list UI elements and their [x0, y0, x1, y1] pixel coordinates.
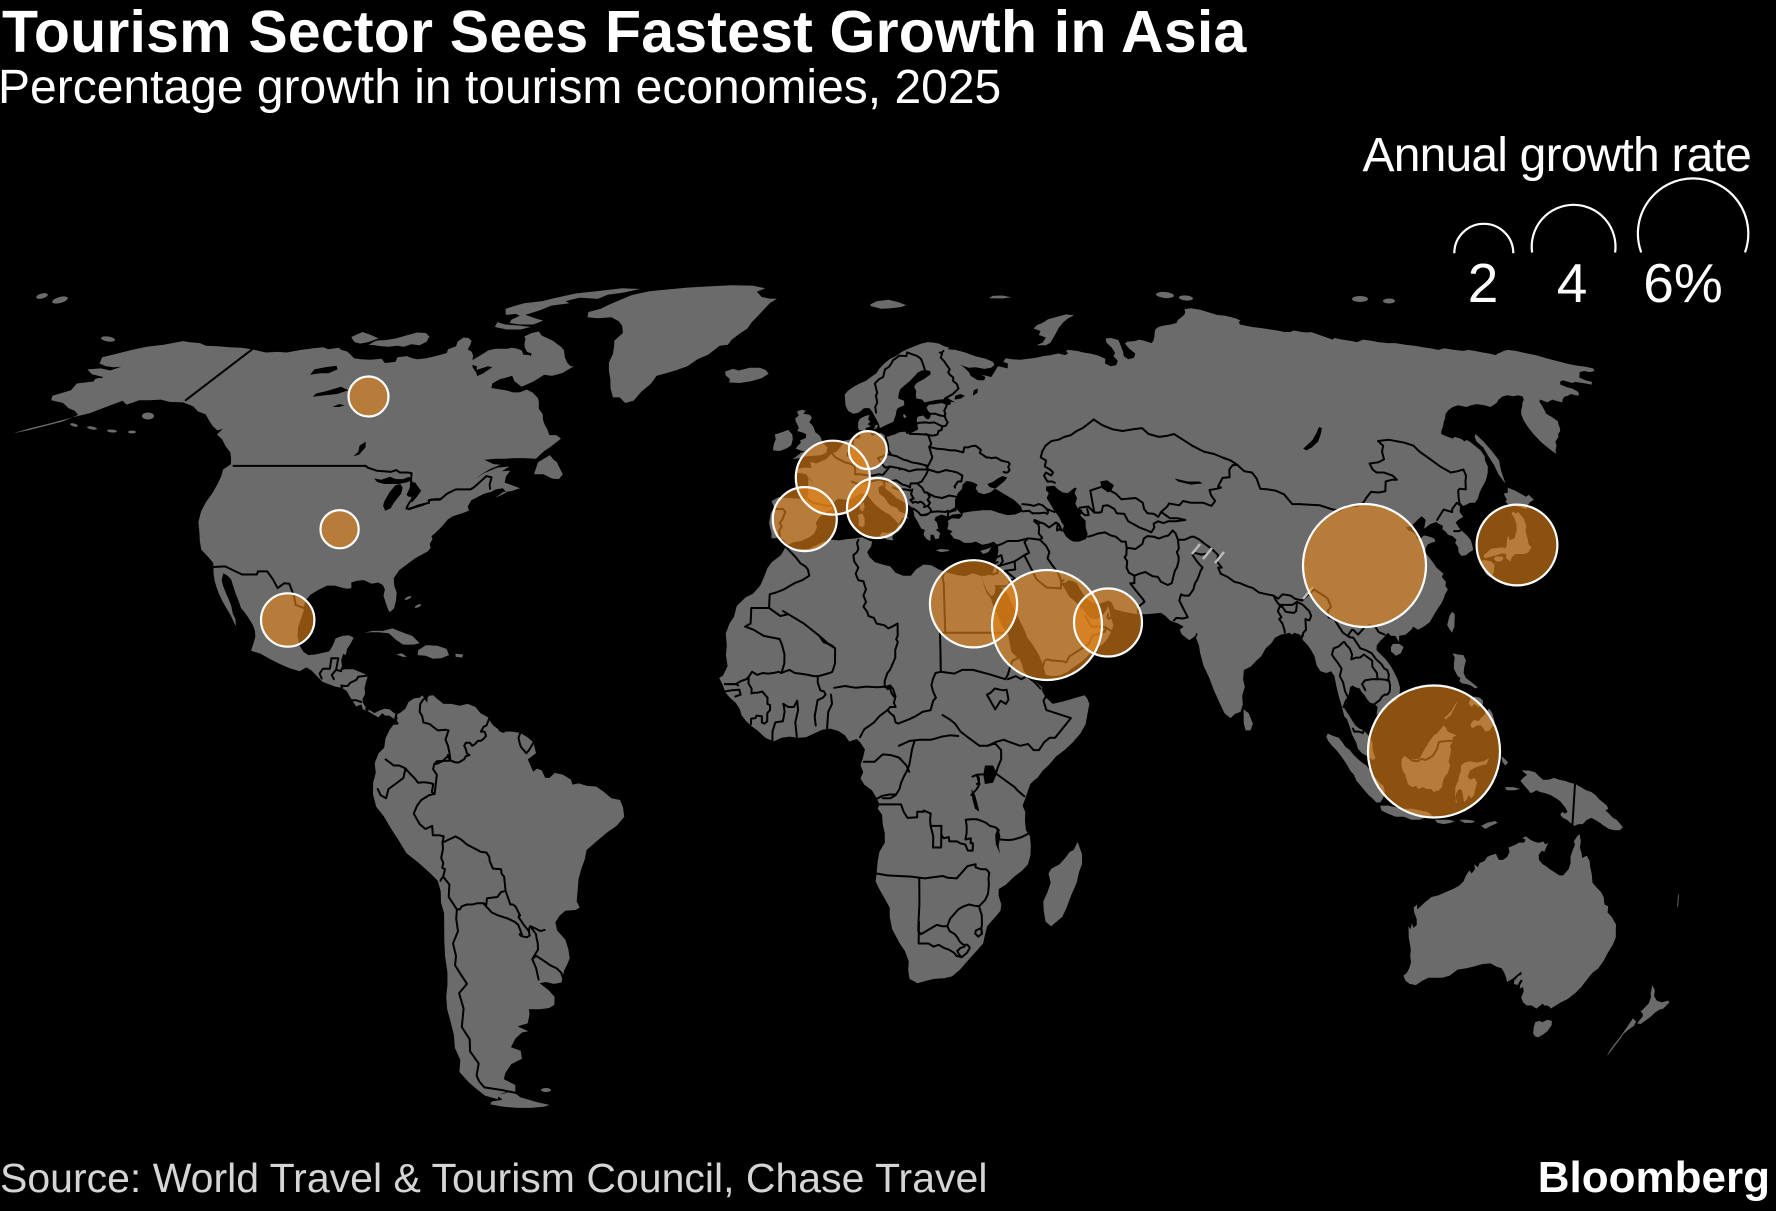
svg-text:6%: 6%: [1643, 252, 1723, 314]
svg-text:Tourism Sector Sees Fastest Gr: Tourism Sector Sees Fastest Growth in As…: [2, 0, 1247, 65]
svg-text:Source: World Travel & Tourism: Source: World Travel & Tourism Council, …: [0, 1155, 987, 1201]
svg-text:2: 2: [1468, 252, 1499, 314]
svg-text:Percentage growth in tourism e: Percentage growth in tourism economies, …: [0, 61, 1001, 114]
svg-text:Annual growth rate: Annual growth rate: [1362, 129, 1751, 182]
svg-text:4: 4: [1557, 252, 1588, 314]
svg-text:Bloomberg: Bloomberg: [1538, 1153, 1770, 1202]
